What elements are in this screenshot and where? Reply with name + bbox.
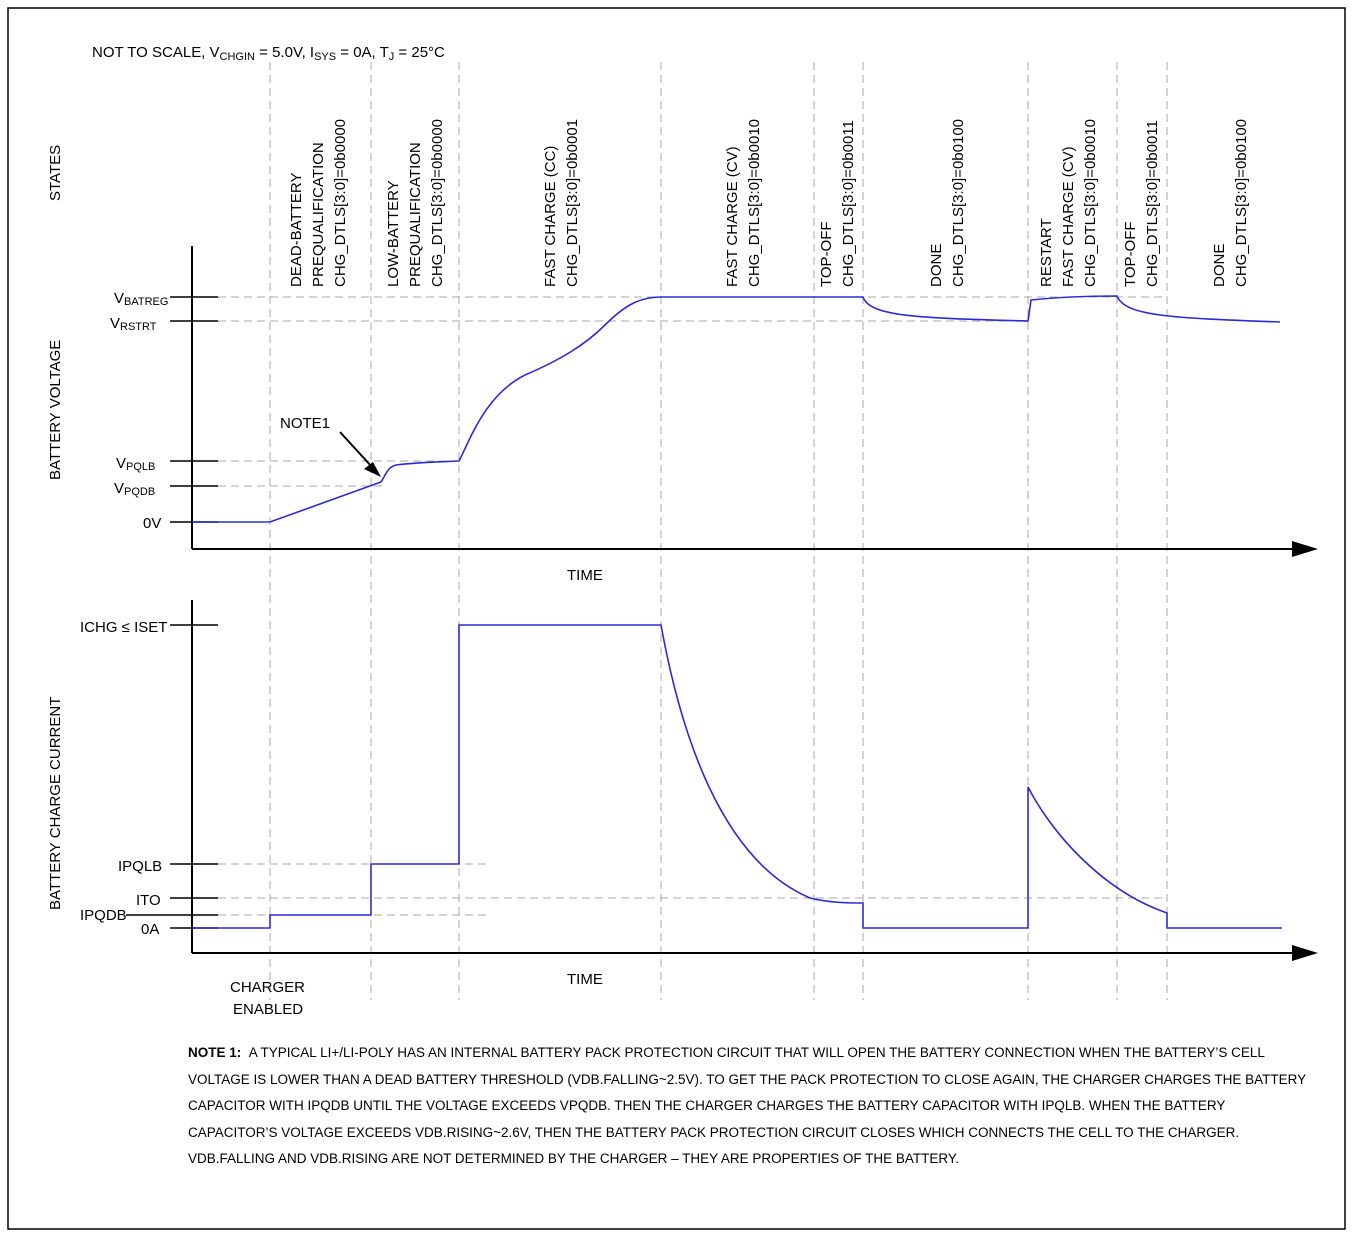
time-label-top: TIME bbox=[567, 567, 603, 584]
time-label-bottom: TIME bbox=[567, 971, 603, 988]
current-trace bbox=[192, 624, 1282, 929]
state-restart-l2: FAST CHARGE (CV) bbox=[1060, 146, 1077, 287]
time-arrow-bottom bbox=[1292, 945, 1318, 961]
state-topoff-l1: TOP-OFF bbox=[818, 221, 835, 287]
vrstrt-label: VRSTRT bbox=[110, 315, 157, 333]
outer-border bbox=[7, 7, 1346, 1230]
state-fast-cc-l1: FAST CHARGE (CC) bbox=[542, 146, 559, 287]
state-done2-l1: DONE bbox=[1211, 244, 1228, 287]
zero-amp-label: 0A bbox=[141, 921, 159, 938]
state-low-battery-l1: LOW-BATTERY bbox=[385, 180, 402, 287]
zero-volt-label: 0V bbox=[143, 515, 161, 532]
state-low-battery-l3: CHG_DTLS[3:0]=0b0000 bbox=[429, 119, 446, 287]
state-dead-battery-l1: DEAD-BATTERY bbox=[288, 173, 305, 287]
charger-enabled-line2: ENABLED bbox=[233, 1001, 303, 1018]
ichg-label: ICHG ≤ ISET bbox=[80, 619, 167, 636]
charger-enabled-line1: CHARGER bbox=[230, 979, 305, 996]
voltage-axis-label: BATTERY VOLTAGE bbox=[47, 340, 64, 480]
level-guides bbox=[218, 296, 1167, 916]
ito-label: ITO bbox=[136, 892, 161, 909]
note1-arrow bbox=[339, 431, 373, 468]
axes bbox=[191, 246, 1295, 954]
state-low-battery-l2: PREQUALIFICATION bbox=[407, 142, 424, 287]
current-axis-label: BATTERY CHARGE CURRENT bbox=[47, 697, 64, 910]
state-done-l2: CHG_DTLS[3:0]=0b0100 bbox=[950, 119, 967, 287]
vpqdb-label: VPQDB bbox=[114, 480, 155, 498]
ipqdb-label: IPQDB bbox=[80, 907, 127, 924]
note1-arrowhead bbox=[364, 462, 381, 477]
state-restart-l3: CHG_DTLS[3:0]=0b0010 bbox=[1082, 119, 1099, 287]
ipqlb-label: IPQLB bbox=[118, 858, 162, 875]
footnote: NOTE 1: A TYPICAL LI+/LI-POLY HAS AN INT… bbox=[188, 1040, 1308, 1173]
state-dead-battery-l3: CHG_DTLS[3:0]=0b0000 bbox=[332, 119, 349, 287]
state-labels: DEAD-BATTERY PREQUALIFICATION CHG_DTLS[3… bbox=[288, 119, 1250, 287]
state-topoff2-l2: CHG_DTLS[3:0]=0b0011 bbox=[1144, 120, 1161, 287]
state-restart-l1: RESTART bbox=[1038, 218, 1055, 287]
state-topoff-l2: CHG_DTLS[3:0]=0b0011 bbox=[840, 120, 857, 287]
voltage-trace bbox=[192, 295, 1281, 523]
state-dead-battery-l2: PREQUALIFICATION bbox=[310, 142, 327, 287]
note1-callout: NOTE1 bbox=[280, 415, 330, 432]
phase-separators bbox=[269, 62, 1168, 1000]
ticks bbox=[126, 296, 218, 929]
state-fast-cc-l2: CHG_DTLS[3:0]=0b0001 bbox=[564, 119, 581, 287]
state-fast-cv-l2: CHG_DTLS[3:0]=0b0010 bbox=[746, 119, 763, 287]
state-done2-l2: CHG_DTLS[3:0]=0b0100 bbox=[1233, 119, 1250, 287]
footnote-text: A TYPICAL LI+/LI-POLY HAS AN INTERNAL BA… bbox=[188, 1045, 1306, 1166]
state-done-l1: DONE bbox=[928, 244, 945, 287]
state-topoff2-l1: TOP-OFF bbox=[1122, 221, 1139, 287]
vbatreg-label: VBATREG bbox=[114, 290, 168, 308]
footnote-title: NOTE 1: bbox=[188, 1045, 242, 1060]
vpqlb-label: VPQLB bbox=[116, 455, 155, 473]
time-arrow-top bbox=[1292, 541, 1318, 557]
condition-note: NOT TO SCALE, VCHGIN = 5.0V, ISYS = 0A, … bbox=[92, 44, 445, 63]
states-axis-label: STATES bbox=[47, 145, 64, 201]
state-fast-cv-l1: FAST CHARGE (CV) bbox=[724, 146, 741, 287]
